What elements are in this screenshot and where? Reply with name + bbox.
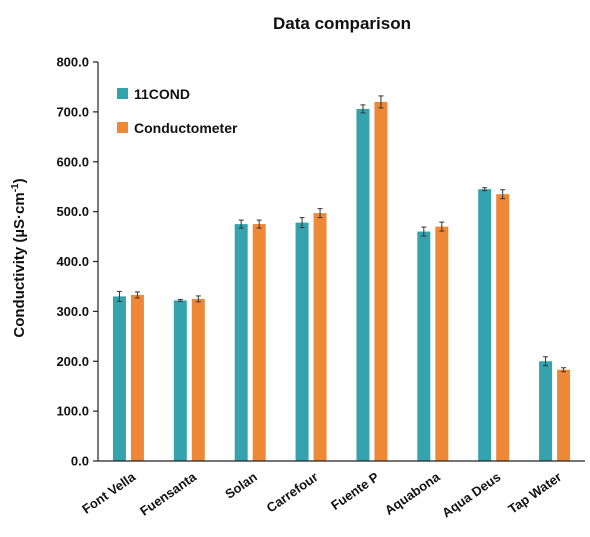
bars-group (112, 101, 571, 462)
x-tick-label: Fuensanta (137, 469, 199, 519)
y-axis-label-superscript: -1 (10, 183, 21, 192)
y-tick-label: 0.0 (71, 454, 89, 469)
y-tick-label: 400.0 (56, 254, 89, 269)
x-axis-ticks: Font Vella Fuensanta Solan Carrefour Fuente … (79, 469, 564, 521)
bar-11cond-fuensanta (173, 300, 187, 461)
y-tick-label: 300.0 (56, 304, 89, 319)
y-tick-label: 100.0 (56, 404, 89, 419)
error-bars-group (116, 95, 567, 373)
x-tick-label: Aquabona (382, 469, 443, 518)
bar-11cond-fuente-p (356, 108, 370, 461)
bar-11cond-tap-water (539, 361, 553, 461)
y-axis-label-text: Conductivity (µS·cm (11, 192, 28, 337)
x-tick-label: Tap Water (505, 469, 564, 517)
y-tick-label: 200.0 (56, 354, 89, 369)
y-axis-label-close: ) (11, 178, 28, 183)
bar-conductometer-tap-water (557, 369, 571, 461)
legend: 11COND Conductometer (117, 86, 238, 136)
legend-label-11cond: 11COND (134, 86, 190, 102)
y-tick-label: 500.0 (56, 204, 89, 219)
bar-11cond-carrefour (295, 222, 309, 461)
y-tick-label: 700.0 (56, 104, 89, 119)
x-tick-label: Carrefour (264, 469, 321, 515)
bar-conductometer-fuensanta (191, 298, 205, 461)
x-tick-label: Solan (222, 469, 260, 502)
legend-swatch-11cond (117, 88, 128, 99)
bar-11cond-solan (234, 224, 248, 461)
bar-conductometer-carrefour (313, 213, 327, 461)
chart-title: Data comparison (273, 14, 411, 33)
legend-label-conductometer: Conductometer (134, 120, 238, 136)
y-tick-label: 800.0 (56, 55, 89, 70)
x-tick-label: Aqua Deus (439, 469, 503, 520)
bar-11cond-font-vella (112, 296, 126, 461)
x-tick-label: Font Vella (79, 469, 139, 517)
bar-conductometer-fuente-p (374, 101, 388, 462)
bar-11cond-aqua-deus (478, 189, 492, 461)
y-axis-label: Conductivity (µS·cm-1) (10, 178, 28, 337)
bar-conductometer-font-vella (130, 294, 144, 461)
bar-conductometer-solan (252, 224, 266, 461)
bar-11cond-aquabona (417, 231, 431, 461)
bar-conductometer-aqua-deus (496, 194, 510, 461)
x-tick-label: Fuente P (328, 469, 382, 513)
bar-conductometer-aquabona (435, 226, 449, 461)
axes-group (97, 62, 585, 462)
legend-swatch-conductometer (117, 122, 128, 133)
y-axis-ticks: 0.0 100.0 200.0 300.0 400.0 500.0 600.0 700.0 80… (56, 55, 98, 469)
y-tick-label: 600.0 (56, 154, 89, 169)
